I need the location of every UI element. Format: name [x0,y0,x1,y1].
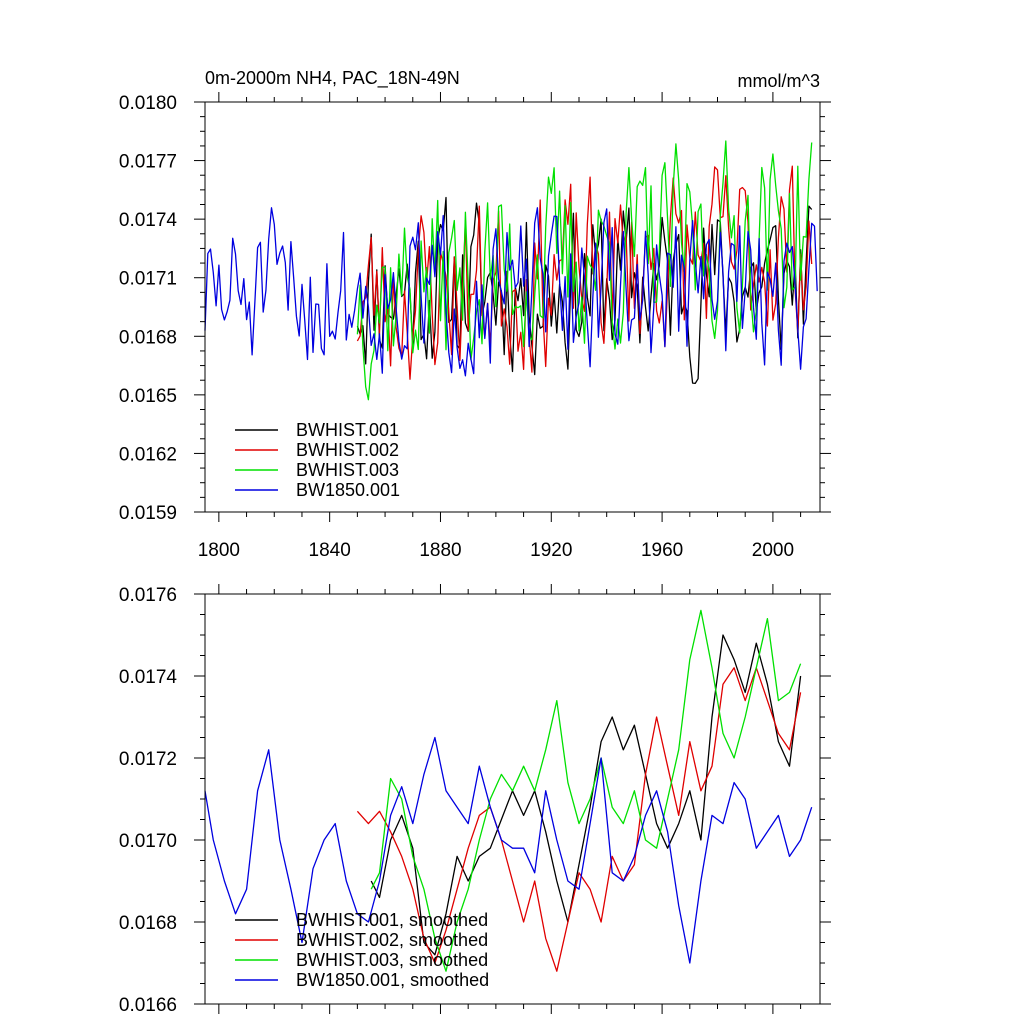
series-line-2 [356,667,802,972]
y-tick-label: 0.0159 [119,503,177,524]
y-tick-label: 0.0171 [119,269,177,290]
x-tick-label: 1880 [419,540,461,561]
y-tick-label: 0.0166 [119,995,177,1016]
x-tick-label: 1840 [309,540,351,561]
y-tick-label: 0.0165 [119,386,177,407]
bottom-panel: 0.0166 0.0168 0.0170 0.0172 0.0174 0.0176 BWH… [119,584,831,1016]
top-axis-ticks: 1800 1840 1880 1920 1960 2000 0.0159 0.0162 0.01… [119,92,831,561]
y-tick-label: 0.0174 [119,667,178,688]
chart-title: 0m-2000m NH4, PAC_18N-49N [205,68,460,89]
x-tick-label: 2000 [752,540,794,561]
series-line-1 [356,196,813,384]
y-tick-label: 0.0168 [119,913,177,934]
legend-label: BW1850.001 [296,480,400,500]
y-tick-label: 0.0174 [119,210,178,231]
top-panel: 0m-2000m NH4, PAC_18N-49N mmol/m^3 1800 1… [119,68,831,561]
y-tick-label: 0.0168 [119,327,177,348]
legend-label: BWHIST.001, smoothed [296,910,488,930]
legend-label: BWHIST.002 [296,440,399,460]
y-tick-label: 0.0176 [119,585,177,606]
series-line-1 [370,634,802,956]
y-tick-label: 0.0170 [119,831,177,852]
legend-label: BWHIST.001 [296,420,399,440]
x-tick-label: 1800 [198,540,240,561]
y-tick-label: 0.0177 [119,152,177,173]
series-line-3 [370,609,802,972]
x-tick-label: 1960 [641,540,683,561]
legend-label: BW1850.001, smoothed [296,970,489,990]
y-tick-label: 0.0180 [119,93,177,114]
x-tick-label: 1920 [530,540,572,561]
units-label: mmol/m^3 [738,71,820,91]
legend-label: BWHIST.002, smoothed [296,930,488,950]
top-series-group [204,140,818,401]
legend-label: BWHIST.003 [296,460,399,480]
bottom-axis-ticks: 0.0166 0.0168 0.0170 0.0172 0.0174 0.0176 [119,584,831,1016]
legend-label: BWHIST.003, smoothed [296,950,488,970]
series-line-4 [204,736,813,964]
y-tick-label: 0.0172 [119,749,177,770]
series-line-4 [204,207,818,377]
bottom-series-group [204,609,813,972]
y-tick-label: 0.0162 [119,444,177,465]
